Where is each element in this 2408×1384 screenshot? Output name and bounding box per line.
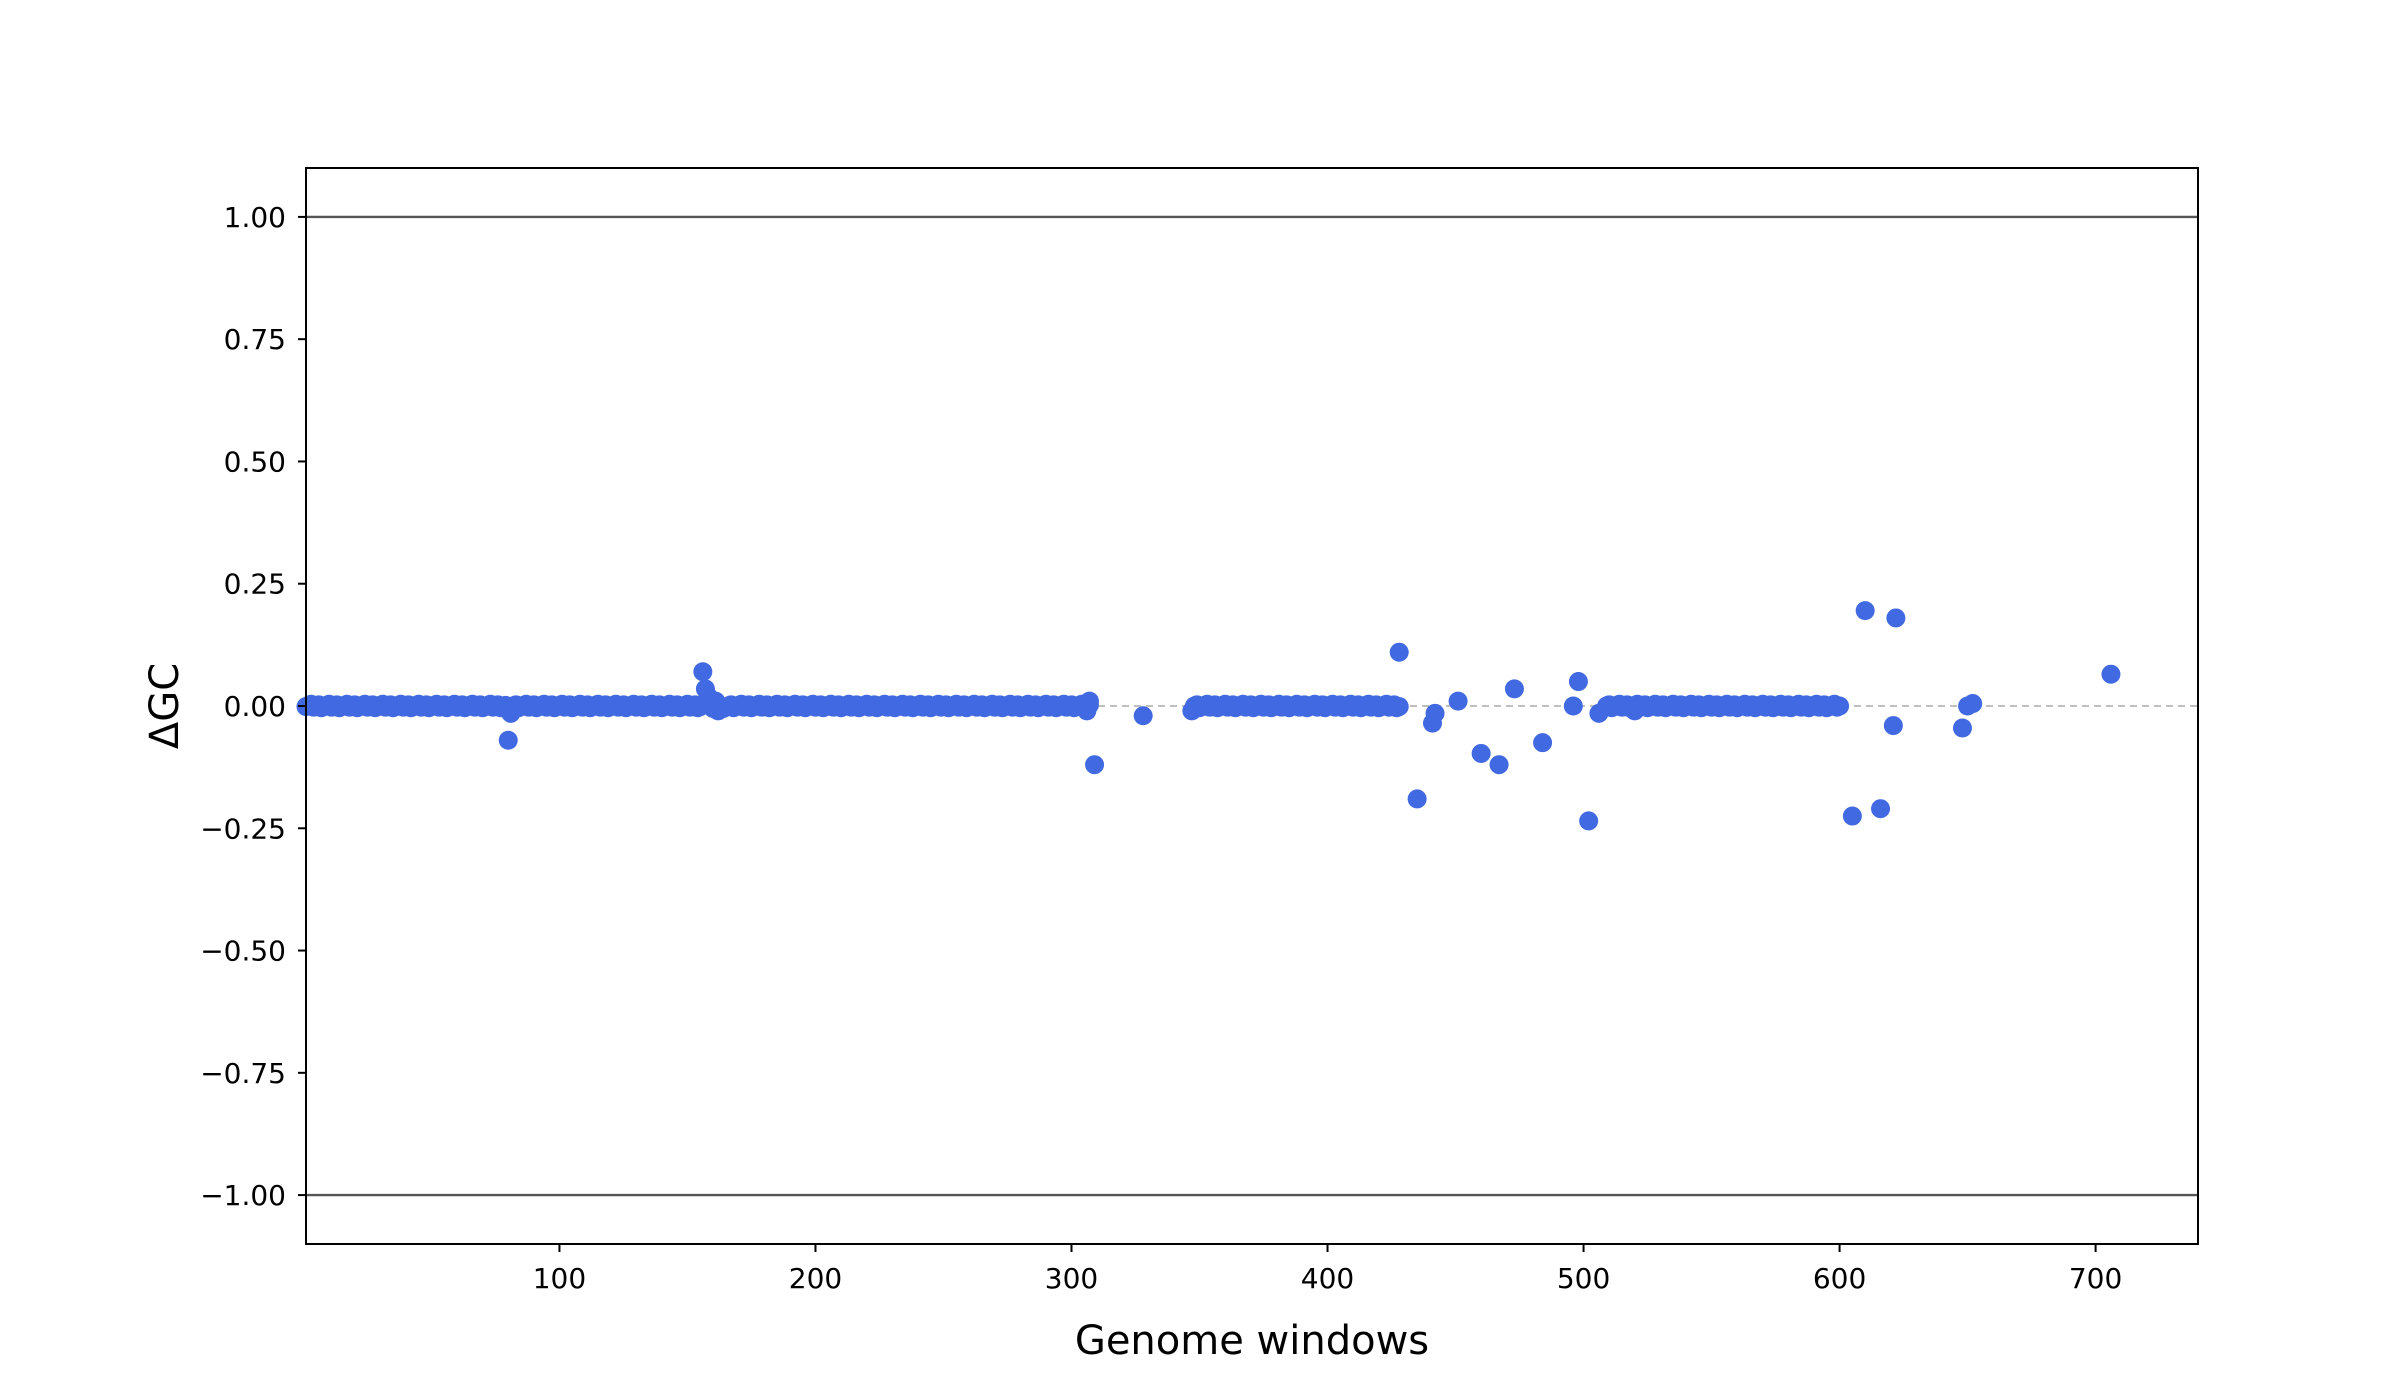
- data-point: [1407, 789, 1427, 809]
- y-tick-label: 0.25: [224, 568, 286, 601]
- x-tick-label: 700: [2069, 1262, 2122, 1295]
- y-tick-label: −0.75: [200, 1057, 286, 1090]
- x-tick-label: 200: [789, 1262, 842, 1295]
- data-point: [1504, 679, 1524, 699]
- x-axis-ticks: 100 200 300 400 500 600 700: [533, 1244, 2122, 1295]
- y-tick-label: −0.50: [200, 935, 286, 968]
- data-point: [1489, 755, 1509, 775]
- data-point: [1830, 696, 1850, 716]
- y-axis-label: ΔGC: [142, 663, 188, 749]
- x-tick-label: 500: [1557, 1262, 1610, 1295]
- data-point: [1563, 696, 1583, 716]
- y-axis-ticks: 1.00 0.75 0.50 0.25 0.00 −0.25 −0.50 −0.75 −1.00: [200, 201, 306, 1212]
- y-tick-label: 0.75: [224, 323, 286, 356]
- data-point: [1855, 601, 1875, 621]
- data-point: [1389, 642, 1409, 662]
- data-point: [1448, 691, 1468, 711]
- data-point: [713, 698, 733, 718]
- data-point: [1077, 701, 1097, 721]
- data-point: [1133, 706, 1153, 726]
- data-point: [1886, 608, 1906, 628]
- y-tick-label: 0.00: [224, 690, 286, 723]
- data-point: [1568, 672, 1588, 692]
- data-point: [2101, 664, 2121, 684]
- y-tick-label: −1.00: [200, 1179, 286, 1212]
- data-point: [1871, 799, 1891, 819]
- data-point: [498, 730, 518, 750]
- data-point: [1182, 701, 1202, 721]
- data-point: [1389, 697, 1409, 717]
- data-point: [1425, 703, 1445, 723]
- y-tick-label: 0.50: [224, 445, 286, 478]
- data-point: [693, 662, 713, 682]
- x-tick-label: 300: [1045, 1262, 1098, 1295]
- data-point: [1952, 718, 1972, 738]
- x-axis-label: Genome windows: [1075, 1318, 1429, 1364]
- data-point: [1625, 701, 1645, 721]
- data-point: [1842, 806, 1862, 826]
- data-point: [1471, 743, 1491, 763]
- data-point: [1963, 694, 1983, 714]
- data-point: [1533, 733, 1553, 753]
- data-point: [1579, 811, 1599, 831]
- x-tick-label: 400: [1301, 1262, 1354, 1295]
- x-tick-label: 600: [1813, 1262, 1866, 1295]
- data-point: [1085, 755, 1105, 775]
- data-point: [503, 696, 523, 716]
- y-tick-label: 1.00: [224, 201, 286, 234]
- data-point: [1589, 703, 1609, 723]
- x-tick-label: 100: [533, 1262, 586, 1295]
- y-tick-label: −0.25: [200, 812, 286, 845]
- data-point: [1883, 716, 1903, 736]
- data-points: [296, 601, 2121, 831]
